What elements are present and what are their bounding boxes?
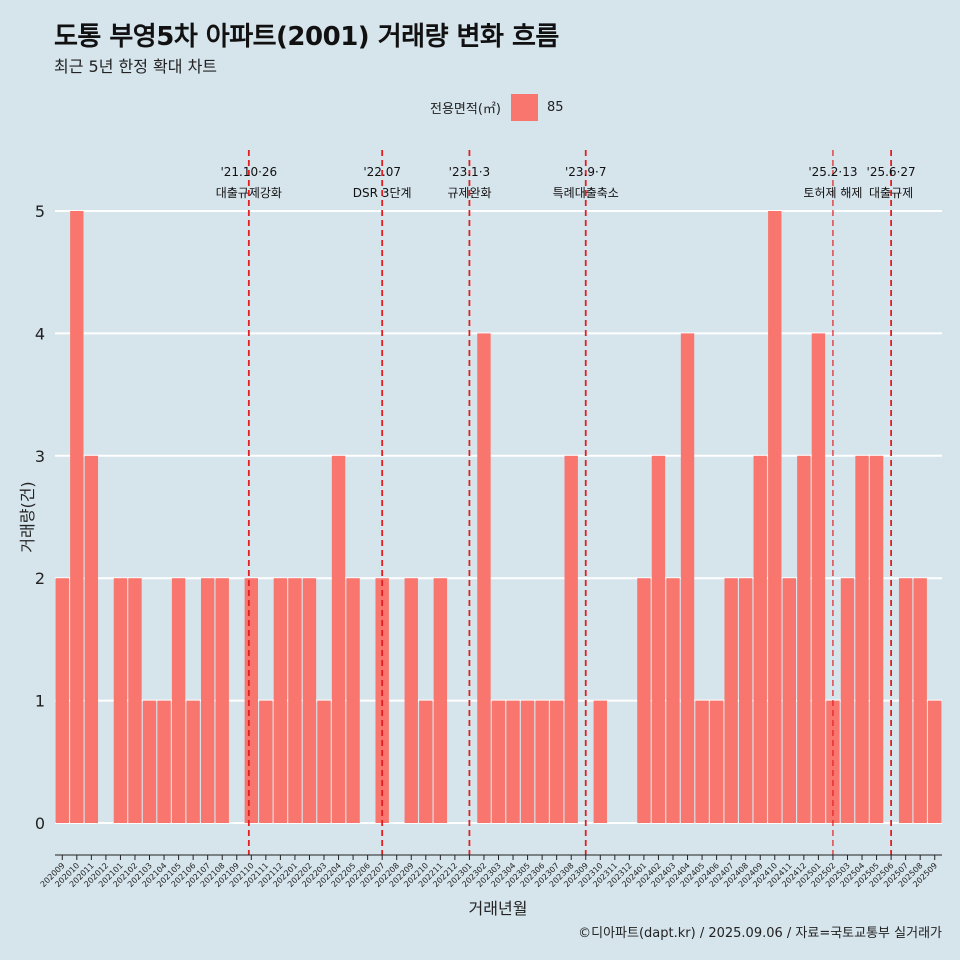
annotation-date: '23.1·3 (449, 165, 490, 179)
legend-title: 전용면적(㎡) (430, 101, 501, 117)
bar (898, 578, 913, 823)
y-axis-title: 거래량(건) (18, 481, 37, 552)
bar (666, 578, 680, 823)
y-tick-label: 4 (35, 324, 45, 343)
annotation-label: 특례대출축소 (553, 186, 619, 200)
bar (709, 700, 724, 823)
legend: 전용면적(㎡) 85 (430, 93, 564, 121)
bars (55, 211, 942, 823)
y-tick-label: 5 (35, 202, 45, 221)
annotation-label: 규제완화 (447, 186, 491, 200)
bar (768, 211, 782, 823)
bar (171, 578, 186, 823)
annotation-label: 대출규제 (869, 186, 913, 200)
bar (593, 700, 607, 823)
x-axis: 2020092020102020112020122021012021022021… (39, 854, 942, 889)
annotation-label: 토허제 해제 (803, 186, 862, 200)
bar (55, 578, 69, 823)
y-tick-label: 0 (35, 814, 45, 833)
x-axis-title: 거래년월 (469, 899, 528, 918)
bar (680, 333, 695, 823)
bar (200, 578, 215, 823)
bar (651, 455, 666, 823)
bar (753, 455, 767, 823)
bar (433, 578, 448, 823)
source-caption: ©디아파트(dapt.kr) / 2025.09.06 / 자료=국토교통부 실… (578, 926, 942, 941)
bar (346, 578, 360, 823)
y-tick-label: 3 (35, 447, 45, 466)
chart-subtitle: 최근 5년 한정 확대 차트 (54, 57, 218, 76)
bar (811, 333, 826, 823)
annotation-label: 대출규제강화 (216, 186, 282, 200)
bar (695, 700, 709, 823)
legend-label: 85 (546, 99, 564, 115)
bar (928, 700, 942, 823)
y-tick-label: 1 (35, 692, 45, 711)
bar (564, 455, 578, 823)
annotation-date: '25.6·27 (867, 165, 916, 179)
bar (419, 700, 433, 823)
bar (84, 455, 99, 823)
bar (273, 578, 288, 823)
bar (317, 700, 331, 823)
y-tick-label: 2 (35, 569, 45, 588)
bar (288, 578, 302, 823)
bar (739, 578, 753, 823)
annotation-label: DSR 3단계 (353, 186, 412, 200)
bar (128, 578, 142, 823)
legend-key-swatch (510, 93, 538, 121)
bar (404, 578, 418, 823)
bar (186, 700, 200, 823)
bar (506, 700, 520, 823)
y-axis: 0 1 2 3 4 5 (35, 202, 45, 833)
bar (855, 455, 869, 823)
bar (113, 578, 128, 823)
bar (782, 578, 797, 823)
bar (477, 333, 491, 823)
bar (491, 700, 506, 823)
annotation-date: '23.9·7 (565, 165, 606, 179)
bar (535, 700, 549, 823)
bar (259, 700, 273, 823)
bar (157, 700, 171, 823)
policy-annotations: '21.10·26 대출규제강화 '22.07 DSR 3단계 '23.1·3 규제완화 '… (216, 165, 916, 200)
bar (840, 578, 855, 823)
bar (142, 700, 157, 823)
bar (302, 578, 317, 823)
bar (70, 211, 84, 823)
bar (244, 578, 258, 823)
annotation-date: '25.2·13 (808, 165, 857, 179)
chart-title: 도통 부영5차 아파트(2001) 거래량 변화 흐름 (54, 22, 559, 52)
bar (549, 700, 564, 823)
bar (869, 455, 884, 823)
bar (913, 578, 927, 823)
bar (331, 455, 346, 823)
bar (797, 455, 811, 823)
annotation-date: '21.10·26 (220, 165, 277, 179)
bar (724, 578, 738, 823)
bar (637, 578, 651, 823)
bar (520, 700, 535, 823)
policy-lines (247, 150, 893, 855)
annotation-date: '22.07 (363, 165, 401, 179)
bar (215, 578, 229, 823)
